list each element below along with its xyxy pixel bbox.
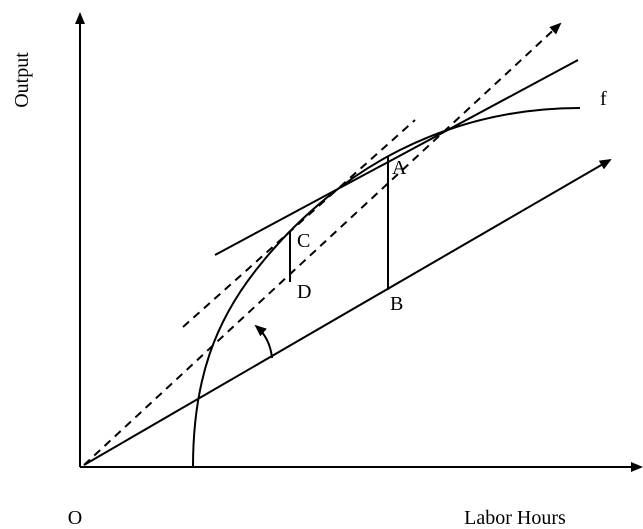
dashed-tangent — [182, 119, 416, 328]
tangent-line — [214, 59, 579, 256]
point-label: B — [390, 293, 403, 315]
rotation-arrow — [254, 324, 273, 359]
origin-label: O — [68, 507, 82, 529]
ray-ob — [83, 158, 612, 466]
point-label: C — [297, 230, 310, 252]
point-label: D — [297, 281, 311, 303]
point-label: A — [392, 157, 407, 179]
ray-oa — [83, 22, 562, 466]
y-axis-label: Output — [11, 52, 33, 108]
curve-label: f — [600, 88, 607, 110]
x-axis-label: Labor Hours — [464, 507, 566, 529]
